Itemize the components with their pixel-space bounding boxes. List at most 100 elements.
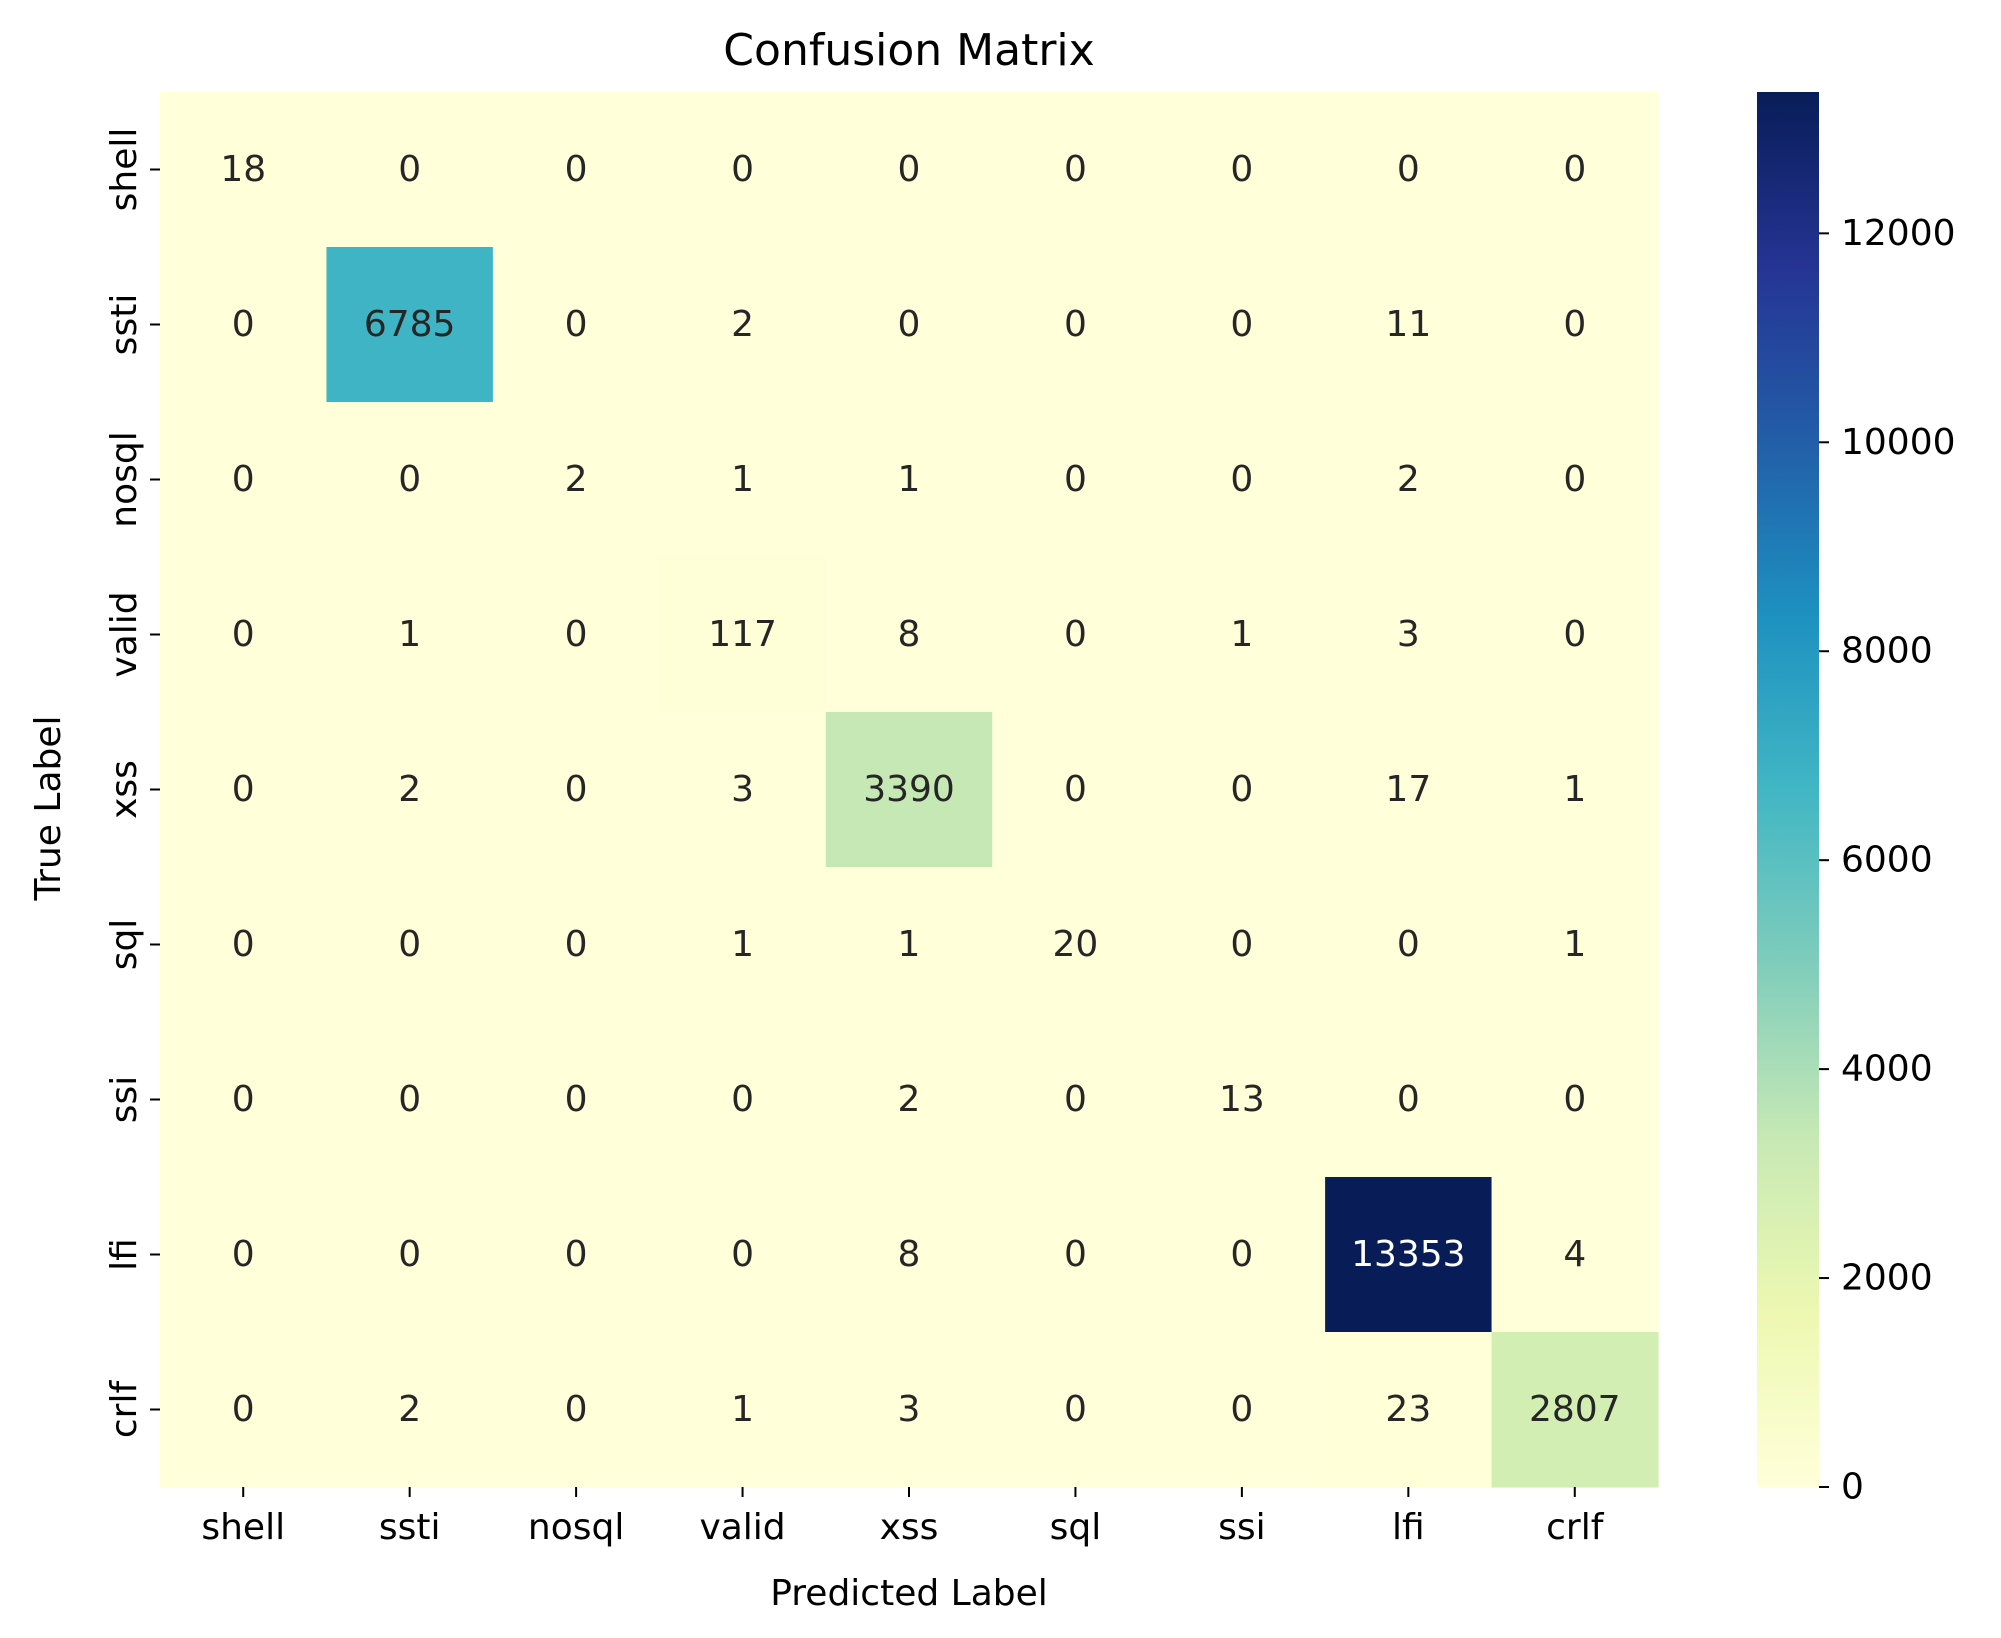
chart-title: Confusion Matrix xyxy=(723,25,1094,76)
cell-value-shell-xss: 0 xyxy=(898,149,921,190)
y-tick-label-shell: shell xyxy=(104,128,145,212)
heatmap-cell-ssti-nosql xyxy=(492,247,660,403)
heatmap-cell-crlf-xss xyxy=(825,1332,993,1488)
cell-value-crlf-ssi: 0 xyxy=(1230,1389,1253,1430)
cell-value-crlf-crlf: 2807 xyxy=(1529,1389,1621,1430)
cell-value-valid-shell: 0 xyxy=(232,614,255,655)
y-tick-label-ssi: ssi xyxy=(104,1076,145,1124)
heatmap-cell-xss-ssti xyxy=(326,712,494,868)
heatmap-cell-ssti-shell xyxy=(160,247,328,403)
heatmap-cell-lfi-ssi xyxy=(1158,1177,1326,1333)
cell-value-nosql-shell: 0 xyxy=(232,459,255,500)
cell-value-valid-ssi: 1 xyxy=(1230,614,1253,655)
cell-value-sql-xss: 1 xyxy=(898,924,921,965)
heatmap-cell-lfi-nosql xyxy=(492,1177,660,1333)
cell-value-sql-ssti: 0 xyxy=(398,924,421,965)
cell-value-xss-xss: 3390 xyxy=(863,769,955,810)
heatmap-cell-crlf-shell xyxy=(160,1332,328,1488)
cell-value-ssti-valid: 2 xyxy=(731,304,754,345)
cell-value-lfi-ssi: 0 xyxy=(1230,1234,1253,1275)
x-tick-label-sql: sql xyxy=(1050,1507,1102,1548)
x-tick-label-crlf: crlf xyxy=(1546,1507,1605,1548)
heatmap-cell-ssi-xss xyxy=(825,1022,993,1178)
heatmap-cell-ssi-ssti xyxy=(326,1022,494,1178)
colorbar-tick-label-2000: 2000 xyxy=(1841,1258,1933,1299)
heatmap-cell-ssi-nosql xyxy=(492,1022,660,1178)
y-tick-label-crlf: crlf xyxy=(104,1380,145,1439)
heatmap-cell-lfi-sql xyxy=(992,1177,1160,1333)
cell-value-sql-shell: 0 xyxy=(232,924,255,965)
heatmap-cell-sql-sql xyxy=(992,867,1160,1023)
cell-value-shell-sql: 0 xyxy=(1064,149,1087,190)
heatmap-cell-shell-xss xyxy=(825,92,993,248)
heatmap-cell-lfi-xss xyxy=(825,1177,993,1333)
cell-value-xss-ssi: 0 xyxy=(1230,769,1253,810)
heatmap-cell-xss-xss xyxy=(825,712,993,868)
cell-value-lfi-crlf: 4 xyxy=(1563,1234,1586,1275)
heatmap-cell-nosql-lfi xyxy=(1325,402,1493,558)
cell-value-nosql-crlf: 0 xyxy=(1563,459,1586,500)
cell-value-ssti-lfi: 11 xyxy=(1385,304,1431,345)
cell-value-crlf-lfi: 23 xyxy=(1385,1389,1431,1430)
y-axis-title: True Label xyxy=(28,715,69,901)
x-tick-label-shell: shell xyxy=(201,1507,285,1548)
cell-value-crlf-shell: 0 xyxy=(232,1389,255,1430)
heatmap-cell-valid-shell xyxy=(160,557,328,713)
cell-value-lfi-ssti: 0 xyxy=(398,1234,421,1275)
heatmap-cell-ssti-ssti xyxy=(326,247,494,403)
heatmap-cell-nosql-sql xyxy=(992,402,1160,558)
heatmap-cell-nosql-ssti xyxy=(326,402,494,558)
heatmap-cell-crlf-crlf xyxy=(1491,1332,1659,1488)
heatmap-cell-lfi-crlf xyxy=(1491,1177,1659,1333)
heatmap-cell-ssi-ssi xyxy=(1158,1022,1326,1178)
heatmap-cell-nosql-shell xyxy=(160,402,328,558)
heatmap-cell-sql-valid xyxy=(659,867,827,1023)
x-tick-label-lfi: lfi xyxy=(1392,1507,1425,1548)
cell-value-valid-valid: 117 xyxy=(708,614,777,655)
cell-value-ssti-xss: 0 xyxy=(898,304,921,345)
cell-value-ssti-ssi: 0 xyxy=(1230,304,1253,345)
heatmap-cell-ssti-crlf xyxy=(1491,247,1659,403)
heatmap-cell-lfi-valid xyxy=(659,1177,827,1333)
cell-value-shell-lfi: 0 xyxy=(1397,149,1420,190)
heatmap-cell-shell-nosql xyxy=(492,92,660,248)
heatmap-cell-lfi-shell xyxy=(160,1177,328,1333)
heatmap-cell-shell-shell xyxy=(160,92,328,248)
cell-value-shell-shell: 18 xyxy=(220,149,266,190)
heatmap-cell-valid-nosql xyxy=(492,557,660,713)
heatmap-cells xyxy=(160,92,1659,1488)
heatmap-cell-nosql-xss xyxy=(825,402,993,558)
heatmap-cell-valid-valid xyxy=(659,557,827,713)
cell-value-sql-ssi: 0 xyxy=(1230,924,1253,965)
colorbar-tick-label-12000: 12000 xyxy=(1841,213,1956,254)
heatmap-cell-nosql-nosql xyxy=(492,402,660,558)
colorbar: 0 2000 4000 6000 8000 10000 12000 xyxy=(1757,92,1956,1508)
colorbar-tick-label-0: 0 xyxy=(1841,1467,1864,1508)
heatmap-cell-xss-ssi xyxy=(1158,712,1326,868)
cell-value-lfi-lfi: 13353 xyxy=(1351,1234,1466,1275)
cell-value-sql-sql: 20 xyxy=(1053,924,1099,965)
x-tick-label-ssi: ssi xyxy=(1218,1507,1266,1548)
y-tick-label-nosql: nosql xyxy=(104,431,145,527)
cell-value-ssti-sql: 0 xyxy=(1064,304,1087,345)
heatmap-cell-sql-nosql xyxy=(492,867,660,1023)
cell-value-valid-crlf: 0 xyxy=(1563,614,1586,655)
colorbar-tick-label-8000: 8000 xyxy=(1841,631,1933,672)
cell-value-ssti-shell: 0 xyxy=(232,304,255,345)
x-tick-label-valid: valid xyxy=(699,1507,785,1548)
colorbar-ticks: 0 2000 4000 6000 8000 10000 12000 xyxy=(1819,213,1956,1508)
heatmap-cell-shell-valid xyxy=(659,92,827,248)
cell-value-sql-valid: 1 xyxy=(731,924,754,965)
heatmap-cell-shell-crlf xyxy=(1491,92,1659,248)
heatmap-cell-crlf-lfi xyxy=(1325,1332,1493,1488)
heatmap-cell-valid-lfi xyxy=(1325,557,1493,713)
heatmap-cell-lfi-ssti xyxy=(326,1177,494,1333)
y-tick-label-sql: sql xyxy=(104,919,145,971)
x-tick-label-nosql: nosql xyxy=(528,1507,624,1548)
heatmap-cell-valid-ssi xyxy=(1158,557,1326,713)
heatmap-cell-valid-crlf xyxy=(1491,557,1659,713)
cell-value-ssi-xss: 2 xyxy=(898,1079,921,1120)
cell-value-lfi-xss: 8 xyxy=(898,1234,921,1275)
heatmap-cell-shell-lfi xyxy=(1325,92,1493,248)
